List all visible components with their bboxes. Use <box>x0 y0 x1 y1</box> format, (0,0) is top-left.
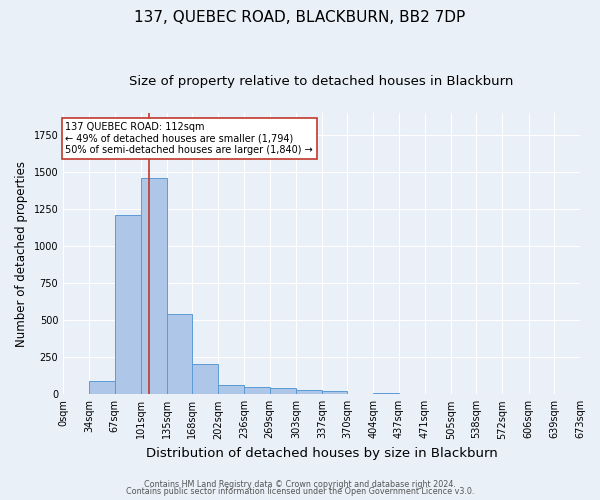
Bar <box>322 392 347 394</box>
Text: Contains public sector information licensed under the Open Government Licence v3: Contains public sector information licen… <box>126 487 474 496</box>
Bar <box>192 364 218 394</box>
X-axis label: Distribution of detached houses by size in Blackburn: Distribution of detached houses by size … <box>146 447 497 460</box>
Bar <box>115 215 141 394</box>
Bar <box>270 388 296 394</box>
Text: 137 QUEBEC ROAD: 112sqm
← 49% of detached houses are smaller (1,794)
50% of semi: 137 QUEBEC ROAD: 112sqm ← 49% of detache… <box>65 122 313 155</box>
Bar <box>89 381 115 394</box>
Bar <box>373 392 399 394</box>
Bar <box>218 384 244 394</box>
Y-axis label: Number of detached properties: Number of detached properties <box>15 160 28 346</box>
Title: Size of property relative to detached houses in Blackburn: Size of property relative to detached ho… <box>130 75 514 88</box>
Bar <box>296 390 322 394</box>
Bar <box>167 314 192 394</box>
Bar <box>141 178 167 394</box>
Text: Contains HM Land Registry data © Crown copyright and database right 2024.: Contains HM Land Registry data © Crown c… <box>144 480 456 489</box>
Bar <box>244 387 270 394</box>
Text: 137, QUEBEC ROAD, BLACKBURN, BB2 7DP: 137, QUEBEC ROAD, BLACKBURN, BB2 7DP <box>134 10 466 25</box>
